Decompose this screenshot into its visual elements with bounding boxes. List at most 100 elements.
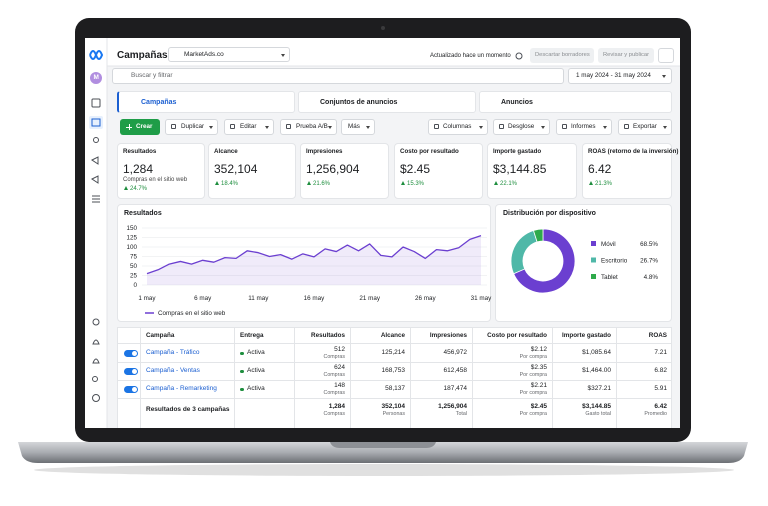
- refresh-icon[interactable]: [515, 52, 523, 60]
- column-divider: [350, 327, 351, 428]
- ads-icon[interactable]: [91, 175, 99, 184]
- total-unit: Gasto total: [585, 411, 611, 417]
- tab-label[interactable]: Campañas: [141, 99, 177, 106]
- account-select[interactable]: [168, 47, 290, 62]
- legend-label: Escritorio: [601, 257, 628, 264]
- cost-value: $2.35: [530, 364, 547, 371]
- toolbar-button[interactable]: [120, 119, 160, 135]
- toggle-knob: [132, 369, 137, 374]
- caret: [265, 126, 269, 129]
- donut-segment: [513, 228, 576, 294]
- column-header[interactable]: Resultados: [311, 332, 345, 339]
- x-tick-label: 1 may: [138, 295, 156, 302]
- impressions-value: 456,972: [443, 349, 468, 356]
- up-arrow: [494, 181, 498, 185]
- sidebar: [85, 38, 107, 428]
- toolbar-button[interactable]: [165, 119, 218, 135]
- publish-label: Revisar y publicar: [603, 52, 650, 58]
- search-box[interactable]: [112, 68, 564, 84]
- alerts-icon[interactable]: [92, 358, 100, 364]
- kpi-change: 22.1%: [500, 181, 518, 187]
- toolbar-button[interactable]: [224, 119, 274, 135]
- more-button[interactable]: [658, 48, 674, 63]
- column-header[interactable]: Campaña: [146, 332, 175, 339]
- column-header[interactable]: Entrega: [240, 332, 264, 339]
- toolbar-label[interactable]: Editar: [240, 123, 257, 130]
- column-header[interactable]: ROAS: [648, 332, 667, 339]
- button-icon: [230, 124, 235, 129]
- campaign-name[interactable]: Campaña - Tráfico: [146, 349, 200, 356]
- date-range[interactable]: 1 may 2024 - 31 may 2024: [576, 72, 651, 79]
- campaign-name[interactable]: Campaña - Ventas: [146, 367, 200, 374]
- tab[interactable]: [298, 91, 476, 113]
- toolbar-label[interactable]: Desglose: [508, 123, 535, 130]
- caret: [366, 126, 370, 129]
- menu-icon[interactable]: [92, 195, 100, 203]
- tab-label[interactable]: Anuncios: [501, 99, 533, 106]
- toolbar-button[interactable]: [556, 119, 612, 135]
- toolbar-label[interactable]: Crear: [136, 123, 153, 130]
- tab[interactable]: [479, 91, 672, 113]
- column-divider: [140, 327, 141, 428]
- status-dot: [240, 387, 244, 391]
- toolbar-label[interactable]: Columnas: [443, 123, 472, 130]
- toolbar-button[interactable]: [428, 119, 488, 135]
- column-header[interactable]: Importe gastado: [562, 332, 611, 339]
- row-divider: [117, 380, 672, 381]
- legend-label: Móvil: [601, 241, 616, 248]
- toolbar-button[interactable]: [341, 119, 375, 135]
- column-header[interactable]: Costo por resultado: [487, 332, 547, 339]
- toolbar-button[interactable]: [618, 119, 672, 135]
- settings-icon[interactable]: [92, 318, 100, 326]
- toolbar-button[interactable]: [280, 119, 337, 135]
- search-placeholder[interactable]: Buscar y filtrar: [131, 72, 173, 79]
- up-arrow: [124, 186, 128, 190]
- publish-button[interactable]: [598, 48, 654, 63]
- total-value: 1,284: [328, 403, 345, 410]
- kpi-value: $3,144.85: [493, 162, 547, 176]
- toggle[interactable]: [124, 368, 138, 375]
- toolbar-label[interactable]: Más: [348, 123, 360, 130]
- campaign-name[interactable]: Campaña - Remarketing: [146, 385, 217, 392]
- toolbar-button[interactable]: [493, 119, 550, 135]
- toolbar-label[interactable]: Exportar: [633, 123, 657, 130]
- caret: [603, 126, 607, 129]
- megaphone-icon[interactable]: [91, 156, 99, 165]
- table-icon[interactable]: [91, 118, 101, 127]
- total-unit: Promedio: [644, 411, 667, 417]
- meta-logo[interactable]: [89, 50, 104, 60]
- avatar[interactable]: [90, 72, 102, 84]
- x-tick-label: 26 may: [415, 295, 437, 302]
- up-arrow: [401, 181, 405, 185]
- column-header[interactable]: Impresiones: [429, 332, 467, 339]
- toggle[interactable]: [124, 350, 138, 357]
- tab[interactable]: [117, 91, 295, 113]
- help-icon[interactable]: [92, 394, 100, 402]
- toolbar-label[interactable]: Duplicar: [181, 123, 205, 130]
- notify-icon[interactable]: [92, 339, 100, 345]
- toggle[interactable]: [124, 386, 138, 393]
- toggle-knob: [132, 351, 137, 356]
- kpi-label: ROAS (retorno de la inversión): [588, 148, 679, 155]
- up-arrow: [589, 181, 593, 185]
- column-header[interactable]: Alcance: [380, 332, 405, 339]
- results-value: 624: [334, 364, 345, 371]
- home-icon[interactable]: [91, 98, 101, 108]
- discard-button[interactable]: [530, 48, 594, 63]
- account-name: MarketAds.co: [184, 51, 224, 58]
- kpi-value: 1,284: [123, 162, 154, 176]
- tab-label[interactable]: Conjuntos de anuncios: [320, 99, 398, 106]
- header-divider: [117, 343, 672, 344]
- kpi-card: [394, 143, 483, 199]
- avatar-letter: M: [93, 74, 99, 81]
- toolbar-label[interactable]: Informes: [571, 123, 596, 130]
- cost-unit: Por compra: [519, 390, 547, 396]
- kpi-card: [582, 143, 672, 199]
- caret: [663, 126, 667, 129]
- search-nav-icon[interactable]: [92, 376, 98, 382]
- button-icon: [624, 124, 629, 129]
- date-picker[interactable]: [568, 68, 672, 84]
- toolbar-label[interactable]: Prueba A/B: [296, 123, 328, 130]
- audience-icon[interactable]: [93, 137, 99, 143]
- cost-unit: Por compra: [519, 372, 547, 378]
